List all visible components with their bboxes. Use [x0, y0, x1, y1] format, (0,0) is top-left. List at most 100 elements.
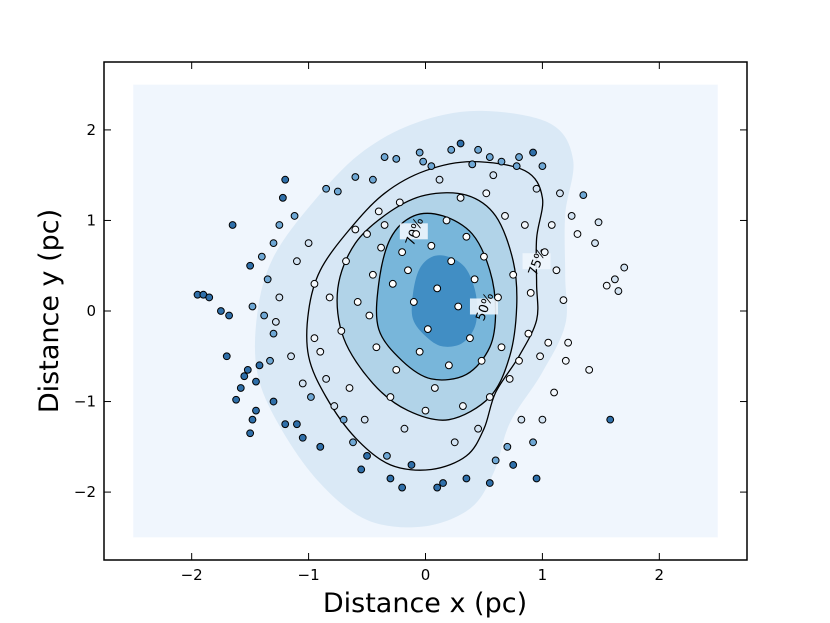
- data-point: [497, 343, 506, 352]
- data-point: [517, 415, 526, 424]
- x-tick-label: 0: [421, 566, 431, 584]
- data-point: [515, 153, 523, 161]
- data-point: [330, 402, 339, 410]
- data-point: [491, 456, 500, 465]
- data-point: [474, 424, 483, 433]
- x-tick-label: 2: [655, 566, 665, 584]
- y-axis-title: Distance y (pc): [34, 209, 65, 413]
- data-point: [392, 154, 401, 163]
- data-point: [409, 298, 418, 306]
- y-tick-label: 2: [86, 121, 96, 139]
- data-point: [505, 375, 514, 383]
- data-point: [485, 479, 494, 487]
- data-point: [380, 221, 389, 229]
- data-point: [509, 461, 518, 469]
- data-point: [415, 347, 424, 356]
- data-point: [477, 356, 486, 365]
- data-point: [298, 433, 307, 442]
- data-point: [520, 221, 529, 229]
- data-point: [427, 162, 436, 171]
- data-point: [485, 393, 494, 401]
- x-tick-label: −1: [298, 566, 320, 584]
- data-point: [559, 296, 568, 305]
- x-axis-title: Distance x (pc): [323, 588, 527, 619]
- data-point: [246, 429, 255, 438]
- data-point: [337, 327, 346, 335]
- data-point: [550, 388, 558, 397]
- data-point: [620, 263, 629, 272]
- data-point: [281, 420, 290, 429]
- data-point: [419, 157, 428, 166]
- data-point: [564, 338, 573, 347]
- data-point: [298, 379, 307, 388]
- data-point: [561, 356, 570, 365]
- data-point: [271, 317, 280, 326]
- data-point: [278, 193, 287, 202]
- data-point: [544, 338, 553, 347]
- data-point: [529, 148, 537, 157]
- contour-line-3: [306, 160, 544, 471]
- data-point: [444, 361, 453, 370]
- y-tick-label: −1: [74, 393, 96, 411]
- data-point: [236, 384, 245, 392]
- data-point: [349, 438, 357, 447]
- data-point: [427, 241, 436, 250]
- data-point: [252, 377, 260, 386]
- data-point: [357, 465, 366, 474]
- x-tick-label: −2: [181, 566, 203, 584]
- data-point: [485, 153, 494, 161]
- data-point: [435, 175, 444, 184]
- data-point: [293, 420, 301, 429]
- data-point: [430, 384, 439, 392]
- density-level-5: [411, 255, 478, 347]
- data-point: [281, 175, 290, 184]
- data-point: [474, 145, 483, 154]
- data-point: [462, 232, 471, 241]
- data-point: [532, 184, 541, 193]
- data-point: [386, 393, 395, 401]
- axis-ticks: −2 −1 0 1 2 −2 −1 0 1 2: [74, 62, 747, 584]
- data-point: [466, 334, 474, 343]
- data-point: [400, 424, 409, 433]
- data-point: [205, 293, 214, 302]
- data-point: [374, 207, 383, 216]
- data-point: [310, 279, 319, 288]
- data-point: [412, 230, 421, 238]
- data-point: [395, 198, 404, 207]
- data-point: [398, 483, 407, 492]
- data-point: [579, 191, 588, 200]
- data-point: [552, 266, 561, 275]
- data-point: [316, 442, 325, 451]
- data-point: [515, 356, 523, 365]
- y-tick-label: 0: [86, 302, 96, 320]
- data-point: [606, 415, 615, 424]
- data-point: [497, 157, 506, 166]
- data-point: [447, 257, 456, 266]
- data-point: [439, 479, 447, 487]
- data-point: [363, 451, 371, 460]
- data-point: [372, 343, 381, 352]
- data-point: [368, 270, 377, 279]
- data-point: [404, 266, 412, 275]
- data-point: [614, 287, 623, 295]
- data-point: [398, 248, 407, 257]
- data-point: [538, 162, 547, 171]
- data-point: [383, 451, 391, 460]
- data-point: [610, 275, 619, 284]
- data-point: [287, 352, 295, 361]
- data-point: [275, 221, 284, 229]
- data-point: [269, 397, 278, 406]
- data-point: [353, 298, 362, 306]
- data-point: [529, 438, 537, 447]
- data-point: [538, 415, 547, 424]
- data-point: [501, 212, 509, 220]
- contour-label-bg: [469, 298, 498, 315]
- data-point: [524, 329, 533, 338]
- data-point: [269, 239, 278, 247]
- data-point: [293, 257, 301, 266]
- data-point: [442, 216, 451, 225]
- data-point: [345, 384, 354, 392]
- data-point: [228, 221, 237, 229]
- data-point: [263, 275, 272, 284]
